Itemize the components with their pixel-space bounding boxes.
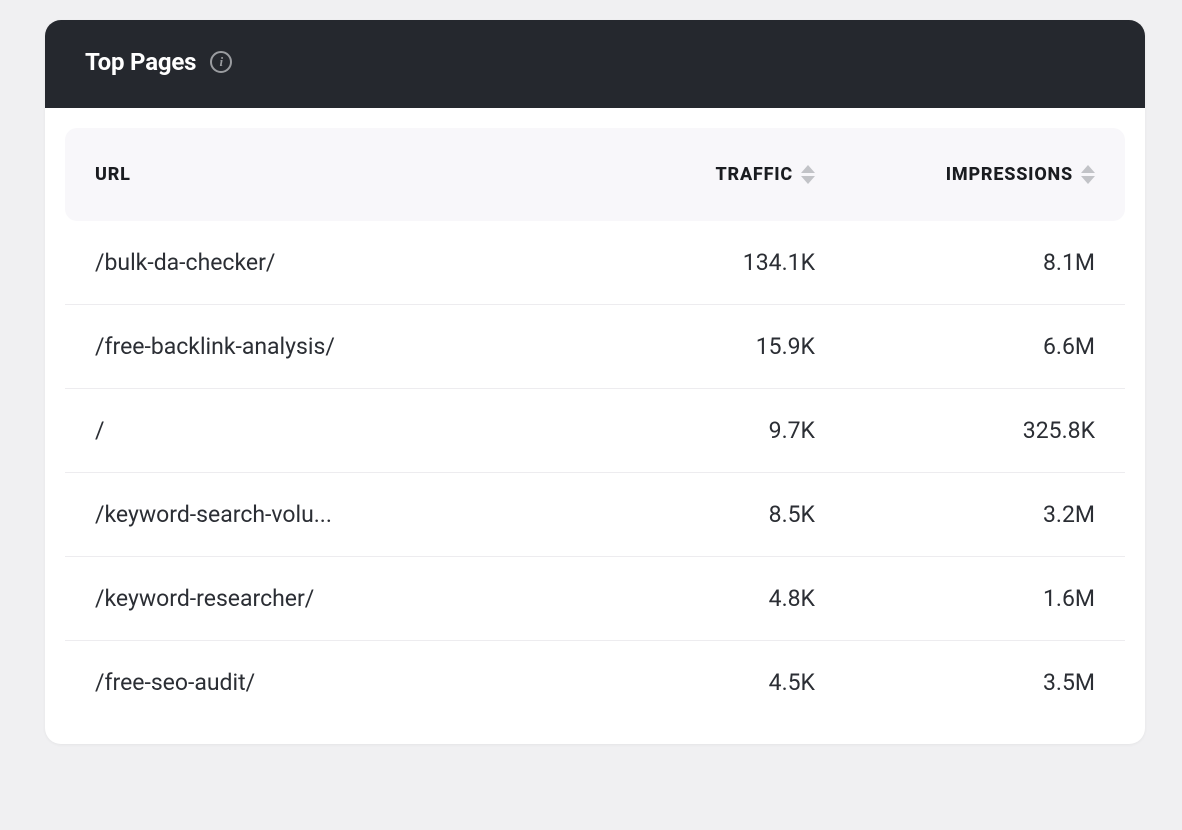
cell-traffic: 134.1K	[535, 249, 815, 276]
table-header-row: URL TRAFFIC IMPRESSIONS	[65, 128, 1125, 221]
cell-url[interactable]: /bulk-da-checker/	[95, 249, 275, 276]
cell-traffic: 8.5K	[535, 501, 815, 528]
cell-impressions: 1.6M	[815, 585, 1095, 612]
cell-traffic: 9.7K	[535, 417, 815, 444]
cell-url[interactable]: /keyword-search-volu...	[95, 501, 332, 528]
sort-icon[interactable]	[801, 165, 815, 184]
sort-icon[interactable]	[1081, 165, 1095, 184]
table-row: /keyword-search-volu... 8.5K 3.2M	[65, 473, 1125, 557]
table-row: / 9.7K 325.8K	[65, 389, 1125, 473]
cell-url[interactable]: /keyword-researcher/	[95, 585, 314, 612]
cell-impressions: 3.2M	[815, 501, 1095, 528]
info-icon[interactable]: i	[210, 51, 232, 73]
cell-url[interactable]: /	[95, 417, 105, 444]
card-header: Top Pages i	[45, 20, 1145, 108]
cell-traffic: 4.5K	[535, 669, 815, 696]
cell-url[interactable]: /free-backlink-analysis/	[95, 333, 335, 360]
cell-impressions: 325.8K	[815, 417, 1095, 444]
table-row: /free-backlink-analysis/ 15.9K 6.6M	[65, 305, 1125, 389]
cell-impressions: 6.6M	[815, 333, 1095, 360]
table-row: /bulk-da-checker/ 134.1K 8.1M	[65, 221, 1125, 305]
cell-traffic: 4.8K	[535, 585, 815, 612]
cell-impressions: 8.1M	[815, 249, 1095, 276]
column-header-traffic[interactable]: TRAFFIC	[535, 164, 815, 185]
table-body: /bulk-da-checker/ 134.1K 8.1M /free-back…	[65, 221, 1125, 724]
table-row: /keyword-researcher/ 4.8K 1.6M	[65, 557, 1125, 641]
cell-url[interactable]: /free-seo-audit/	[95, 669, 255, 696]
column-header-impressions[interactable]: IMPRESSIONS	[815, 164, 1095, 185]
card-body: URL TRAFFIC IMPRESSIONS /bulk-da-checker…	[45, 108, 1145, 744]
column-impressions-label: IMPRESSIONS	[946, 164, 1073, 185]
cell-impressions: 3.5M	[815, 669, 1095, 696]
column-traffic-label: TRAFFIC	[715, 164, 793, 185]
table-row: /free-seo-audit/ 4.5K 3.5M	[65, 641, 1125, 724]
column-header-url: URL	[95, 164, 535, 185]
top-pages-card: Top Pages i URL TRAFFIC IMPRESSIONS	[45, 20, 1145, 744]
cell-traffic: 15.9K	[535, 333, 815, 360]
card-title: Top Pages	[85, 48, 196, 76]
column-url-label: URL	[95, 164, 131, 185]
